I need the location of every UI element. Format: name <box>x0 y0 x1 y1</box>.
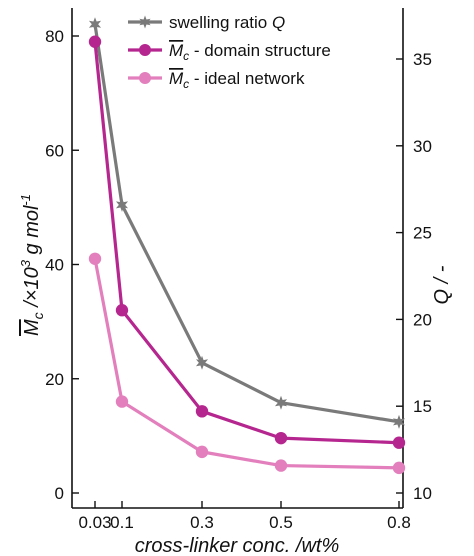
data-point <box>195 405 209 418</box>
legend-text-part: - ideal network <box>189 69 305 88</box>
data-point <box>115 197 129 212</box>
y-title-superscript: 3 <box>18 259 33 267</box>
legend-text-part: M <box>169 41 184 60</box>
legend-entry: Mc - domain structure <box>128 41 331 63</box>
legend-text-part: M <box>169 69 184 88</box>
y-tick-label-right: 10 <box>413 484 432 503</box>
data-point <box>274 459 288 472</box>
legend-marker <box>139 15 151 29</box>
x-tick-label: 0.1 <box>110 513 134 532</box>
y-title-subscript: c <box>30 312 46 319</box>
series-0 <box>88 17 406 429</box>
ticks: 0 20 40 60 80 10 15 20 25 30 35 0.030.1 0.3 0.5 0.8 <box>45 27 432 532</box>
y-tick-label-right: 35 <box>413 50 432 69</box>
y-tick-label-right: 15 <box>413 397 432 416</box>
data-point <box>392 414 406 429</box>
y-tick-label-left: 40 <box>45 256 64 275</box>
x-axis-title: cross-linker conc. /wt% <box>135 535 340 556</box>
data-point <box>274 395 288 410</box>
x-tick-label: 0.3 <box>190 513 214 532</box>
data-point <box>392 436 406 449</box>
data-point <box>115 304 129 317</box>
data-point <box>195 445 209 459</box>
axis-titles: cross-linker conc. /wt% Mc /×103 g mol-1 Q… <box>18 194 453 556</box>
legend: swelling ratio QMc - domain structureMc … <box>128 13 331 91</box>
legend-label: swelling ratio Q <box>169 13 285 32</box>
series-layer <box>88 17 406 475</box>
y-axis-title-left: Mc /×103 g mol-1 <box>18 194 46 336</box>
data-point <box>88 35 102 48</box>
legend-text-part: Q <box>272 13 285 32</box>
series-1 <box>88 35 406 449</box>
y-tick-label-left: 80 <box>45 27 64 46</box>
data-point <box>392 461 406 475</box>
y-title-part: g mol <box>21 205 43 260</box>
x-tick-label: 0.8 <box>387 513 411 532</box>
y-tick-label-right: 20 <box>413 310 432 329</box>
data-point <box>88 17 102 32</box>
data-point <box>274 431 288 445</box>
legend-label: Mc - ideal network <box>169 69 305 91</box>
series-2 <box>88 252 406 475</box>
data-point <box>195 355 209 370</box>
y-title-superscript: -1 <box>18 194 33 206</box>
legend-marker <box>139 44 151 56</box>
data-point <box>88 252 102 265</box>
y-tick-label-left: 20 <box>45 370 64 389</box>
legend-label: Mc - domain structure <box>169 41 331 63</box>
y-title-part: M <box>21 319 43 336</box>
x-tick-label: 0.5 <box>269 513 293 532</box>
legend-entry: swelling ratio Q <box>128 13 285 32</box>
legend-text-part: swelling ratio <box>169 13 272 32</box>
data-point <box>115 395 129 408</box>
legend-entry: Mc - ideal network <box>128 69 305 91</box>
y-tick-label-right: 30 <box>413 137 432 156</box>
legend-subscript: c <box>183 49 189 63</box>
y-tick-label-left: 60 <box>45 141 64 160</box>
series-line <box>93 258 400 470</box>
y-tick-label-left: 0 <box>55 484 64 503</box>
y-tick-label-right: 25 <box>413 224 432 243</box>
legend-subscript: c <box>183 77 189 91</box>
y-axis-title-right: Q / - <box>431 265 453 304</box>
legend-marker <box>139 72 151 84</box>
legend-text-part: - domain structure <box>189 41 331 60</box>
y-title-part: /×10 <box>21 267 43 312</box>
x-tick-label: 0.03 <box>78 513 111 532</box>
